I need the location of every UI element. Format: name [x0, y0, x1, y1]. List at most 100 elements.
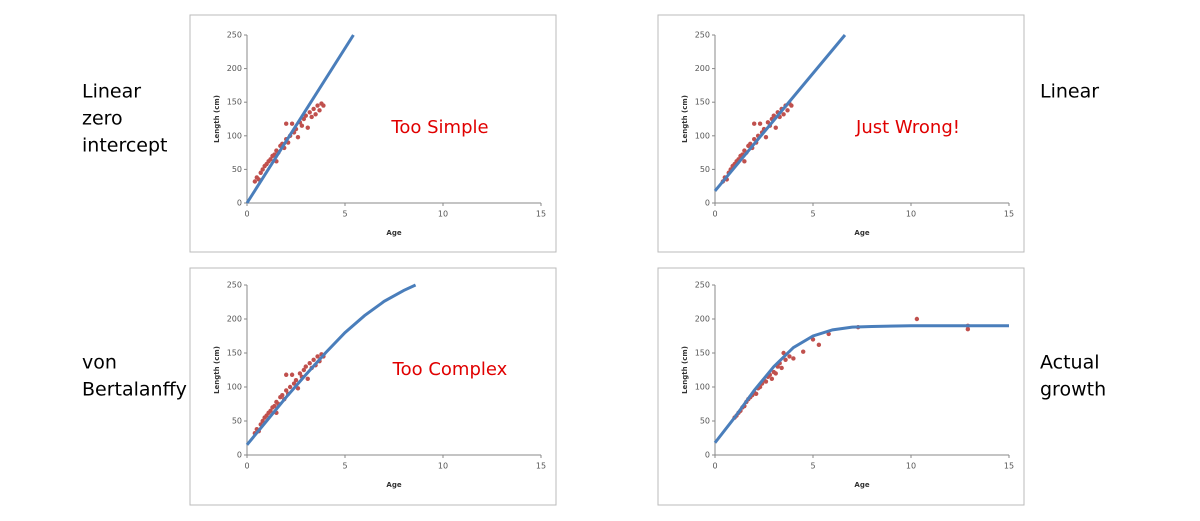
- x-tick-label: 0: [712, 210, 717, 219]
- data-point: [301, 367, 307, 373]
- data-point: [301, 116, 307, 122]
- model-label: von: [82, 352, 117, 374]
- data-point: [305, 125, 310, 130]
- model-label: Bertalanffy: [82, 379, 187, 401]
- data-point: [787, 354, 792, 359]
- fit-line: [245, 34, 355, 204]
- x-tick-label: 15: [1004, 210, 1014, 219]
- y-tick-label: 100: [695, 383, 710, 392]
- data-point: [763, 379, 769, 384]
- chart-panel: 0 50 100 150 200 250 0 5 10 15 Age Length (cm): [657, 267, 1025, 506]
- x-tick-label: 5: [810, 462, 815, 471]
- data-point: [763, 134, 769, 140]
- y-tick-label: 250: [227, 31, 242, 40]
- data-point: [287, 384, 293, 390]
- y-axis-title: Length (cm): [681, 95, 689, 143]
- chart-panel: 0 50 100 150 200 250 0 5 10 15 Age Length (cm) Too C…: [189, 267, 557, 506]
- y-tick-label: 50: [232, 165, 242, 174]
- model-label: Linear: [82, 81, 141, 103]
- model-label: growth: [1040, 379, 1106, 401]
- y-tick-label: 150: [227, 98, 242, 107]
- data-point: [297, 371, 303, 376]
- data-point: [769, 376, 775, 382]
- y-axis-title: Length (cm): [681, 346, 689, 394]
- data-point: [260, 167, 265, 172]
- y-tick-label: 150: [227, 349, 242, 358]
- data-point: [779, 365, 784, 371]
- x-axis-title: Age: [386, 229, 401, 237]
- x-axis-title: Age: [386, 481, 401, 489]
- x-tick-label: 10: [438, 462, 448, 471]
- data-point: [315, 354, 320, 359]
- chart-frame: [189, 14, 557, 253]
- model-label: Actual: [1040, 352, 1100, 374]
- annotation: Just Wrong!: [855, 117, 960, 138]
- y-tick-label: 0: [705, 451, 710, 460]
- x-tick-label: 15: [536, 462, 546, 471]
- model-label: zero: [82, 108, 123, 130]
- y-tick-label: 100: [227, 131, 242, 140]
- data-point: [289, 372, 295, 377]
- x-tick-label: 15: [536, 210, 546, 219]
- x-tick-label: 10: [906, 210, 916, 219]
- data-point: [305, 376, 310, 382]
- data-point: [303, 364, 308, 369]
- y-tick-label: 250: [227, 281, 242, 290]
- data-point: [284, 388, 289, 393]
- data-point: [789, 103, 794, 108]
- data-point: [816, 342, 822, 348]
- data-point: [315, 103, 320, 108]
- y-tick-label: 50: [232, 417, 242, 426]
- x-tick-label: 0: [244, 210, 249, 219]
- data-point: [317, 108, 322, 113]
- y-tick-label: 50: [700, 417, 710, 426]
- data-point: [783, 357, 788, 362]
- model-label: intercept: [82, 135, 168, 157]
- data-point: [753, 391, 759, 396]
- x-tick-label: 15: [1004, 462, 1014, 471]
- data-point: [801, 349, 806, 354]
- data-point: [965, 327, 971, 332]
- data-point: [307, 361, 312, 366]
- y-tick-label: 150: [695, 349, 710, 358]
- data-point: [773, 125, 778, 130]
- data-point: [295, 134, 301, 140]
- data-point: [307, 110, 312, 115]
- y-tick-label: 250: [695, 281, 710, 290]
- x-tick-label: 0: [712, 462, 717, 471]
- data-point: [765, 120, 771, 125]
- data-point: [289, 121, 295, 126]
- x-tick-label: 5: [342, 462, 347, 471]
- data-point: [785, 108, 790, 113]
- data-point: [280, 392, 285, 398]
- data-point: [311, 357, 316, 362]
- y-tick-label: 100: [227, 383, 242, 392]
- x-axis-title: Age: [854, 481, 869, 489]
- x-tick-label: 5: [810, 210, 815, 219]
- y-tick-label: 0: [237, 451, 242, 460]
- y-tick-label: 0: [705, 199, 710, 208]
- data-point: [752, 121, 757, 126]
- annotation: Too Simple: [390, 117, 488, 138]
- data-point: [757, 121, 763, 126]
- data-point: [284, 372, 289, 377]
- y-tick-label: 100: [695, 131, 710, 140]
- chart-panel: 0 50 100 150 200 250 0 5 10 15 Age Length (cm) Just …: [657, 14, 1025, 253]
- data-point: [791, 356, 796, 361]
- data-point: [293, 378, 299, 383]
- data-point: [311, 106, 316, 112]
- x-axis-title: Age: [854, 229, 869, 237]
- y-tick-label: 200: [227, 315, 242, 324]
- y-tick-label: 0: [237, 199, 242, 208]
- data-point: [268, 408, 273, 413]
- y-tick-label: 200: [695, 315, 710, 324]
- x-tick-label: 5: [342, 210, 347, 219]
- y-tick-label: 50: [700, 165, 710, 174]
- fit-line: [713, 324, 1009, 444]
- chart-panel: 0 50 100 150 200 250 0 5 10 15 Age Length (cm) Too S…: [189, 14, 557, 253]
- y-tick-label: 150: [695, 98, 710, 107]
- data-point: [781, 112, 786, 117]
- y-axis-title: Length (cm): [213, 95, 221, 143]
- chart-frame: [657, 14, 1025, 253]
- model-label: Linear: [1040, 81, 1099, 103]
